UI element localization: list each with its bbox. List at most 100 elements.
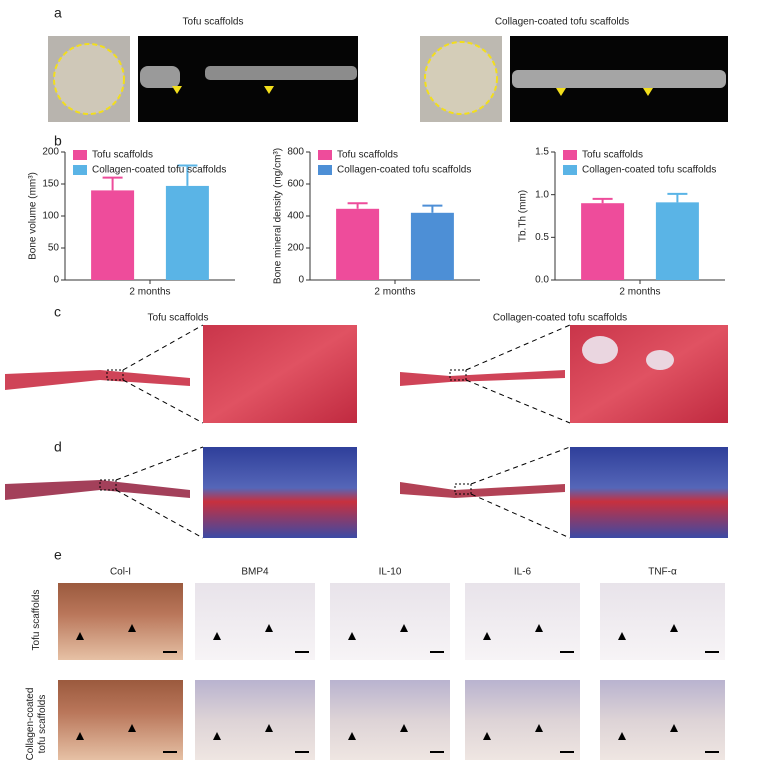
error-bar: [102, 176, 123, 191]
arrowhead: [483, 632, 491, 640]
legend-swatch: [318, 165, 332, 175]
y-tick-label: 200: [42, 147, 59, 158]
legend-label: Collagen-coated tofu scaffolds: [582, 165, 716, 176]
arrowhead: [618, 732, 626, 740]
y-tick-label: 1.5: [535, 147, 549, 158]
y-tick-label: 400: [287, 211, 304, 222]
arrowhead: [348, 732, 356, 740]
histology-c: [5, 324, 728, 424]
ihc-grid: Col-I BMP4 IL-10 IL-6 TNF-α: [58, 567, 725, 760]
error-bar: [592, 197, 613, 204]
arrowhead: [670, 724, 678, 732]
bone: [140, 66, 180, 88]
arrowhead: [76, 732, 84, 740]
panel-title: Tofu scaffolds: [148, 313, 209, 324]
ihc-image: [465, 680, 580, 760]
y-axis-label: Bone mineral density (mg/cm³): [273, 148, 284, 284]
arrowhead: [213, 732, 221, 740]
legend-swatch: [73, 165, 87, 175]
arrowhead: [618, 632, 626, 640]
arrowhead: [128, 724, 136, 732]
bar: [91, 190, 135, 280]
column-label: BMP4: [241, 567, 269, 578]
arrowhead: [128, 624, 136, 632]
ihc-image: [195, 680, 315, 760]
arrowhead: [265, 624, 273, 632]
panel-label: a: [54, 5, 62, 21]
y-axis-label: Tb.Th (mm): [518, 190, 529, 242]
arrowhead: [76, 632, 84, 640]
ihc-image: [600, 680, 725, 760]
arrowhead: [483, 732, 491, 740]
legend-swatch: [563, 165, 577, 175]
panel-label: c: [54, 304, 61, 320]
legend-swatch: [563, 150, 577, 160]
bone: [205, 66, 357, 80]
column-label: TNF-α: [648, 567, 677, 578]
error-bar: [667, 192, 688, 203]
panel-label: b: [54, 133, 62, 149]
bar: [655, 202, 699, 280]
histology-d: [5, 446, 728, 539]
arrowhead: [535, 624, 543, 632]
scaffold-outline: [53, 43, 125, 115]
y-tick-label: 200: [287, 243, 304, 254]
arrowhead: [556, 88, 566, 96]
column-label: Col-I: [110, 567, 131, 578]
x-tick-label: 2 months: [374, 287, 415, 298]
bar: [165, 185, 209, 280]
ihc-image: [195, 583, 315, 660]
ihc-image: [58, 583, 183, 660]
arrowhead: [535, 724, 543, 732]
panel-title: Collagen-coated tofu scaffolds: [495, 17, 629, 28]
row-label: Tofu scaffolds: [31, 589, 42, 651]
legend-label: Tofu scaffolds: [92, 150, 153, 161]
column-label: IL-10: [379, 567, 402, 578]
error-bar: [177, 164, 198, 186]
bone: [512, 70, 726, 88]
x-tick-label: 2 months: [619, 287, 660, 298]
y-tick-label: 600: [287, 179, 304, 190]
y-tick-label: 0: [53, 275, 59, 286]
arrowhead: [348, 632, 356, 640]
arrowhead: [400, 624, 408, 632]
arrowhead: [400, 724, 408, 732]
panel-title: Tofu scaffolds: [183, 17, 244, 28]
bar: [336, 208, 380, 280]
ihc-image: [330, 583, 450, 660]
ihc-image: [465, 583, 580, 660]
panel-label: d: [54, 439, 62, 455]
y-tick-label: 1.0: [535, 189, 549, 200]
arrowhead: [213, 632, 221, 640]
y-tick-label: 0: [298, 275, 304, 286]
legend-swatch: [73, 150, 87, 160]
y-tick-label: 50: [48, 243, 60, 254]
y-tick-label: 100: [42, 211, 59, 222]
legend-label: Collagen-coated tofu scaffolds: [337, 165, 471, 176]
legend-label: Collagen-coated tofu scaffolds: [92, 165, 226, 176]
column-label: IL-6: [514, 567, 532, 578]
y-tick-label: 150: [42, 179, 59, 190]
y-axis-label: Bone volume (mm³): [28, 172, 39, 260]
error-bar: [347, 202, 368, 209]
scaffold-outline: [424, 41, 498, 115]
ihc-image: [600, 583, 725, 660]
arrowhead: [670, 624, 678, 632]
y-tick-label: 0.5: [535, 232, 549, 243]
error-bar: [422, 204, 443, 213]
bar: [581, 203, 625, 280]
y-tick-label: 0.0: [535, 275, 549, 286]
charts: 0 50 100 150 200 Bone volume (mm³) 2 months Tof…: [28, 147, 725, 298]
panel-label: e: [54, 547, 62, 563]
row-label: Collagen-coated tofu scaffolds: [25, 687, 48, 761]
legend-swatch: [318, 150, 332, 160]
arrowhead: [172, 86, 182, 94]
bar: [410, 212, 454, 280]
ihc-image: [330, 680, 450, 760]
arrowhead: [643, 88, 653, 96]
legend-label: Tofu scaffolds: [582, 150, 643, 161]
legend-label: Tofu scaffolds: [337, 150, 398, 161]
arrowhead: [264, 86, 274, 94]
